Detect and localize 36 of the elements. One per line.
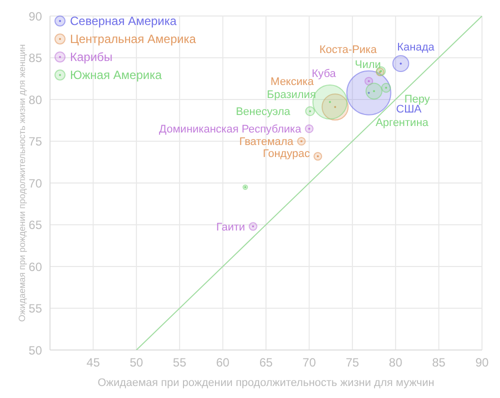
annotation: Гватемала <box>239 136 294 148</box>
y-tick-label: 60 <box>28 260 42 274</box>
x-axis-title: Ожидаемая при рождении продолжительность жизни для мужчин <box>98 377 434 389</box>
x-tick-label: 60 <box>216 356 230 370</box>
x-tick-label: 45 <box>86 356 100 370</box>
legend-label: Южная Америка <box>70 67 162 84</box>
annotation: Аргентина <box>376 117 430 129</box>
x-tick-label: 80 <box>388 356 403 370</box>
legend-label: Карибы <box>70 49 113 66</box>
annotation: Канада <box>397 41 436 54</box>
x-tick-label: 55 <box>172 356 187 370</box>
y-tick-label: 50 <box>28 343 42 358</box>
x-tick-label: 75 <box>346 356 360 370</box>
y-tick-label: 90 <box>28 9 42 24</box>
x-tick-label: 90 <box>475 356 489 370</box>
y-tick-label: 55 <box>28 302 42 316</box>
legend-label: Северная Америка <box>70 13 177 30</box>
annotation: Чили <box>354 58 381 71</box>
x-tick-label: 85 <box>432 356 446 370</box>
annotation: Венесуэла <box>236 106 292 118</box>
y-tick-label: 85 <box>28 51 42 66</box>
annotation: Доминиканская Республика <box>159 124 302 136</box>
y-tick-label: 75 <box>28 134 42 149</box>
x-tick-label: 65 <box>259 356 273 370</box>
y-axis-title: Ожидаемая при рождении продолжительность жизни для женщин <box>17 44 28 322</box>
annotation: Перу <box>404 94 430 106</box>
annotation: Гондурас <box>262 148 310 160</box>
x-tick-label: 70 <box>302 356 316 370</box>
legend-label: Центральная Америка <box>70 31 196 48</box>
x-tick-label: 50 <box>130 356 144 370</box>
annotation: Гаити <box>216 221 246 234</box>
annotation: США <box>396 104 422 116</box>
y-tick-label: 70 <box>28 176 42 190</box>
annotation: Коста-Рика <box>319 44 378 56</box>
y-tick-label: 65 <box>28 218 42 232</box>
y-tick-label: 80 <box>28 92 42 107</box>
